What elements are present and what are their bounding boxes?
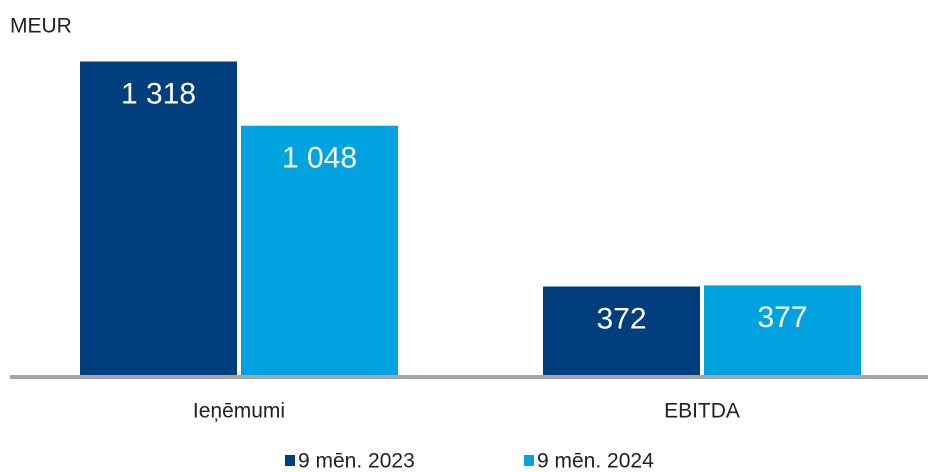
bar (704, 285, 861, 375)
bar (543, 286, 700, 375)
legend-label: 9 mēn. 2023 (298, 450, 415, 472)
y-axis-label: MEUR (10, 15, 72, 38)
legend-swatch (524, 455, 534, 466)
bar (241, 125, 398, 376)
legend-swatch (285, 455, 295, 466)
value-label: 372 (596, 302, 646, 335)
value-label: 1 048 (282, 142, 357, 175)
value-label: 377 (757, 301, 807, 334)
value-label: 1 318 (121, 77, 196, 110)
legend-label: 9 mēn. 2024 (537, 450, 654, 472)
x-tick-label: Ieņēmumi (193, 400, 285, 423)
x-tick-label: EBITDA (664, 400, 740, 423)
bar (80, 61, 237, 376)
